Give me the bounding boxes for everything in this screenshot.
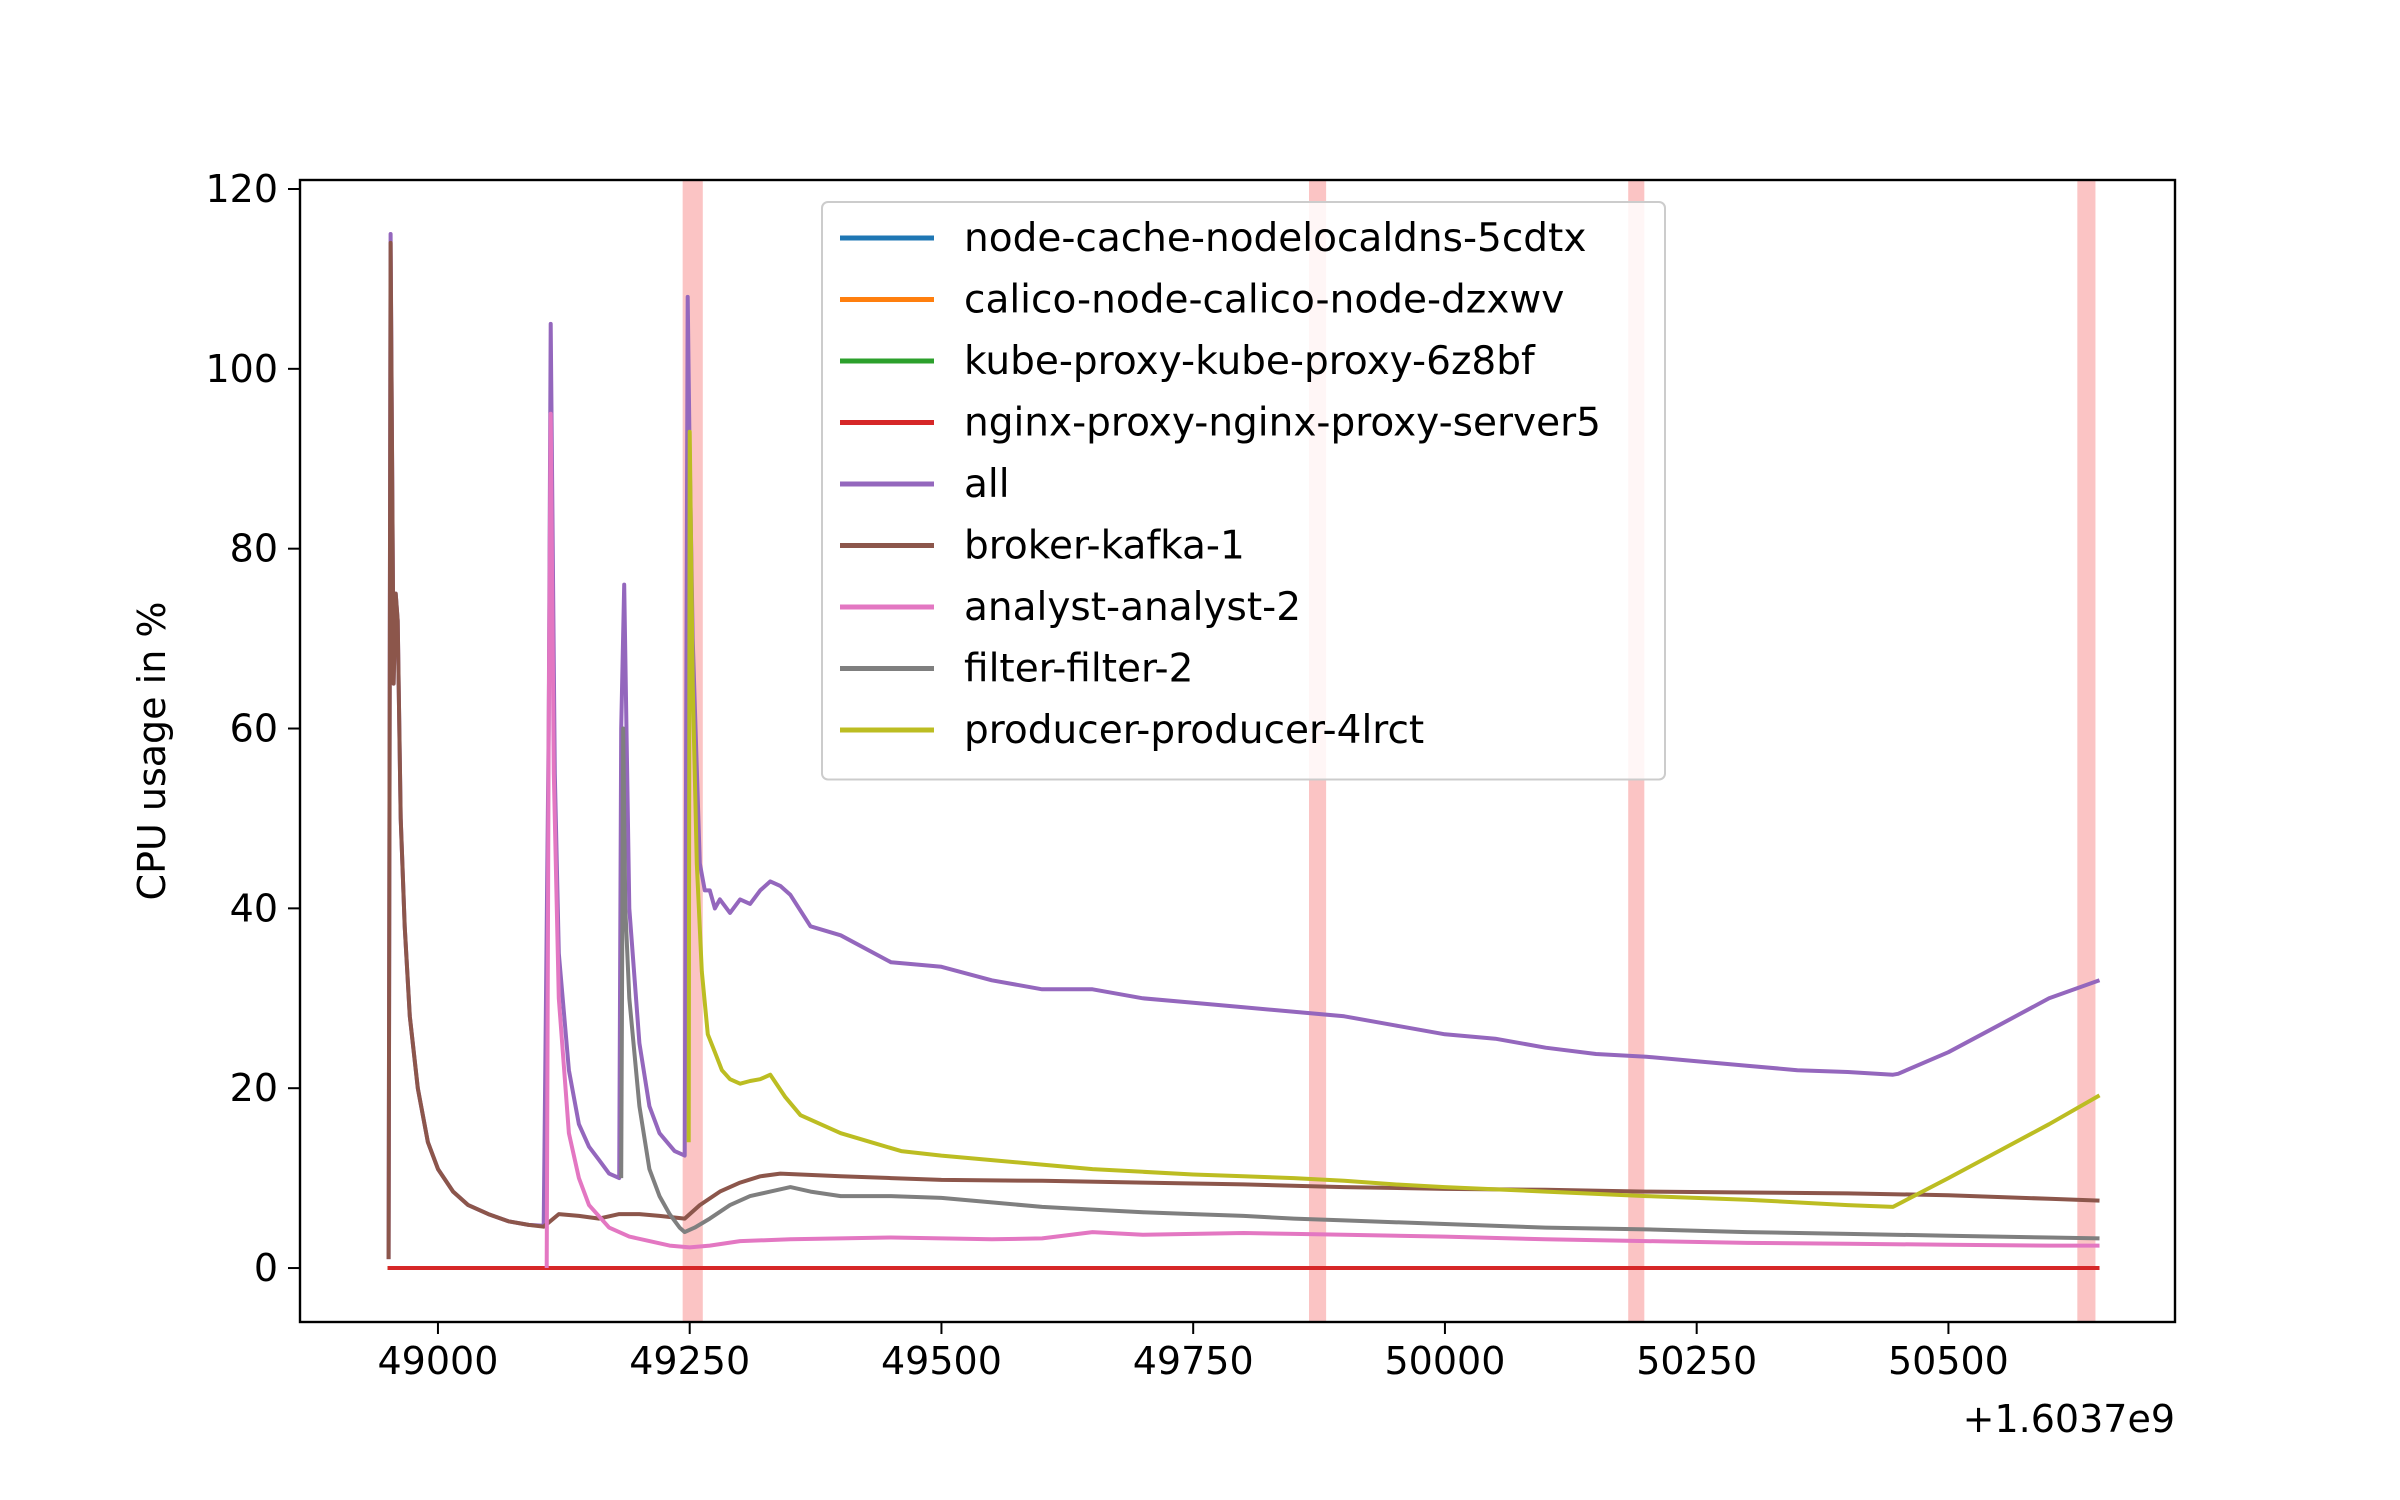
legend-label: filter-filter-2 [964,647,1193,692]
legend-label: nginx-proxy-nginx-proxy-server5 [964,401,1601,446]
x-offset-label: +1.6037e9 [1963,1397,2175,1441]
legend-label: calico-node-calico-node-dzxwv [964,278,1564,323]
legend-label: node-cache-nodelocaldns-5cdtx [964,216,1586,261]
x-axis: 49000 49250 49500 49750 50000 50250 50500 [378,1322,2009,1383]
legend-label: broker-kafka-1 [964,524,1245,569]
y-tick-label: 20 [230,1066,278,1110]
y-tick-label: 100 [205,347,278,391]
y-tick-label: 60 [230,707,278,751]
series-line-8 [686,429,2101,1209]
legend-label: kube-proxy-kube-proxy-6z8bf [964,339,1536,384]
plot-frame [298,178,2177,1324]
y-axis-label: CPU usage in % [130,602,174,901]
legend-label: all [964,462,1010,507]
x-tick-label: 49750 [1133,1339,1254,1383]
x-tick-label: 49500 [881,1339,1002,1383]
legend-box [821,201,1666,781]
series-line-5 [386,240,2100,1260]
x-tick-label: 50000 [1384,1339,1505,1383]
legend-label: analyst-analyst-2 [964,585,1301,630]
y-tick-label: 0 [254,1246,278,1290]
x-tick-label: 49000 [378,1339,499,1383]
x-tick-label: 50250 [1636,1339,1757,1383]
highlight-band [2077,180,2096,1322]
series-lines [386,232,2101,1270]
legend-label: producer-producer-4lrct [964,708,1424,753]
y-axis: 0 20 40 60 80 100 120 [205,167,300,1290]
x-tick-label: 50500 [1888,1339,2009,1383]
y-tick-label: 80 [230,527,278,571]
y-tick-label: 40 [230,886,278,930]
y-tick-label: 120 [205,167,278,211]
series-line-7 [619,726,2100,1241]
x-tick-label: 49250 [629,1339,750,1383]
legend: node-cache-nodelocaldns-5cdtx calico-node… [821,201,1666,781]
series-line-6 [544,411,2100,1269]
